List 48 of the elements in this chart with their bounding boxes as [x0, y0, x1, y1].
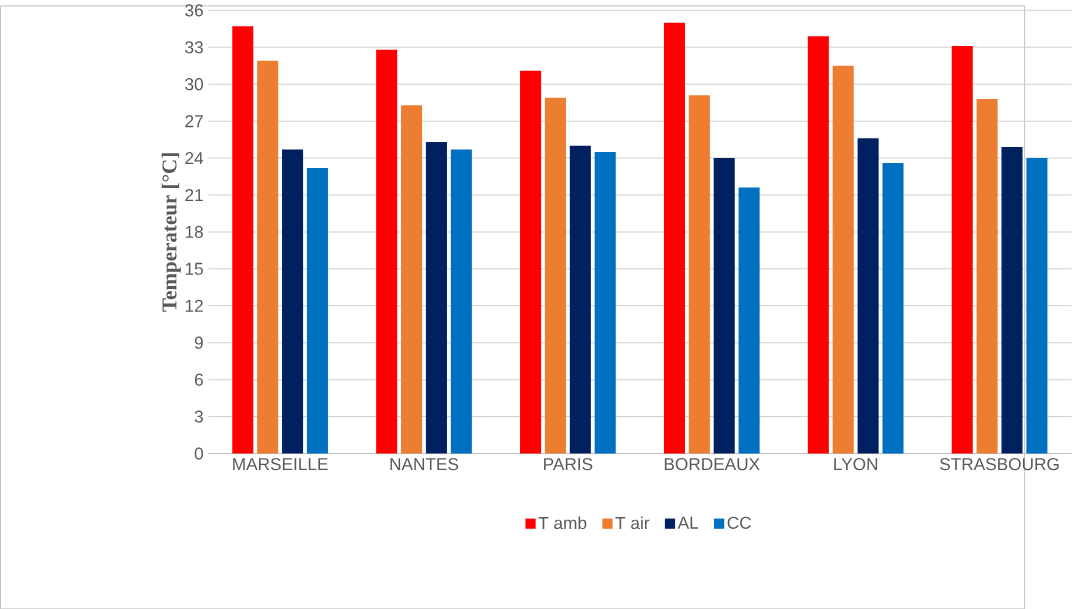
y-tick-label: 27: [185, 114, 203, 127]
x-tick-label: PARIS: [544, 457, 593, 471]
bar: [1026, 157, 1048, 454]
bar: [976, 98, 998, 454]
bar: [306, 167, 328, 454]
y-tick-label: 33: [185, 41, 203, 54]
bar: [857, 138, 879, 454]
y-tick-label: 30: [185, 77, 203, 91]
x-tick-label: LYON: [834, 457, 878, 471]
x-tick-label: STRASBOURG: [940, 457, 1059, 471]
y-tick-label: 6: [194, 373, 203, 386]
bar: [951, 45, 973, 454]
legend-label: CC: [727, 516, 752, 529]
bar: [1001, 146, 1023, 454]
bar: [232, 26, 254, 454]
x-tick-label: NANTES: [390, 457, 459, 471]
legend-label: AL: [677, 516, 699, 529]
bar: [425, 141, 447, 454]
y-tick-label: 9: [194, 336, 203, 349]
y-tick-label: 3: [194, 410, 203, 423]
bar: [688, 95, 710, 454]
legend-label: T air: [615, 516, 650, 529]
bar: [376, 49, 398, 454]
y-axis-title: Temperateur [°C]: [161, 153, 181, 312]
y-tick-label: 24: [185, 151, 204, 164]
bar: [663, 22, 685, 454]
x-tick-label: MARSEILLE: [233, 457, 328, 471]
bar: [738, 187, 760, 454]
bar: [520, 70, 542, 454]
y-tick-label: 0: [194, 447, 203, 460]
bar: [594, 151, 616, 454]
y-tick-label: 12: [185, 299, 203, 312]
bar: [713, 157, 735, 454]
y-tick-label: 18: [185, 225, 203, 238]
y-tick-label: 15: [185, 262, 203, 275]
bar: [450, 149, 472, 454]
y-tick-label: 36: [185, 4, 203, 17]
x-tick-label: BORDEAUX: [664, 457, 760, 471]
bar: [282, 149, 304, 454]
legend-label: T amb: [538, 516, 587, 529]
bar: [569, 145, 591, 454]
bar: [257, 60, 279, 454]
bar: [807, 36, 829, 454]
y-tick-label: 21: [185, 188, 203, 201]
bar: [882, 162, 904, 454]
bar: [544, 97, 566, 454]
bar: [832, 65, 854, 454]
bar: [401, 104, 423, 454]
